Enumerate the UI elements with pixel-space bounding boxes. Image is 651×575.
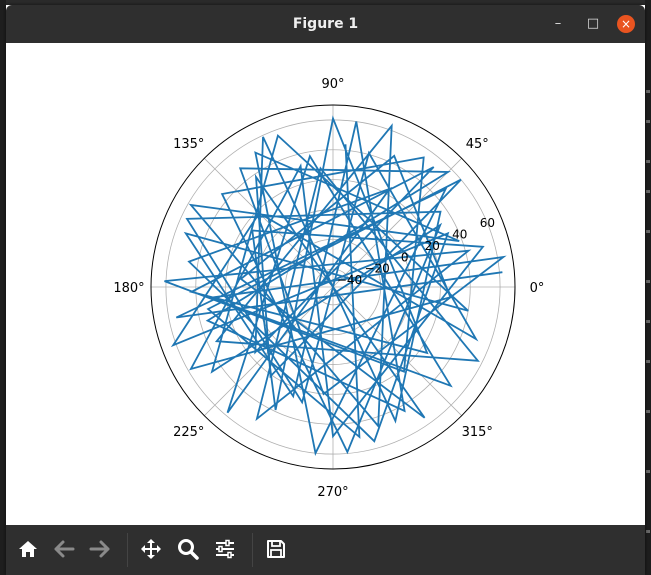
angular-gridline xyxy=(332,158,462,288)
radial-tick-label: 20 xyxy=(425,239,440,253)
background-text-fragment xyxy=(646,280,650,283)
toolbar-separator xyxy=(127,533,128,567)
angle-tick-label: 315° xyxy=(462,425,493,440)
arrow-left-icon xyxy=(54,540,75,558)
move-icon xyxy=(141,539,161,559)
polar-axis-outline xyxy=(150,104,516,470)
background-text-fragment xyxy=(646,320,650,323)
title-bar[interactable]: Figure 1 – □ × xyxy=(6,5,645,43)
background-text-fragment xyxy=(646,530,650,533)
series-line xyxy=(164,115,507,456)
background-window-strip-right xyxy=(645,0,651,575)
sliders-icon xyxy=(216,539,234,559)
save-button[interactable] xyxy=(262,535,290,563)
home-button[interactable] xyxy=(14,535,42,563)
maximize-button[interactable]: □ xyxy=(586,16,600,31)
background-text-fragment xyxy=(646,410,650,413)
angle-tick-label: 180° xyxy=(113,281,144,296)
close-button[interactable]: × xyxy=(617,15,635,33)
angle-tick-label: 135° xyxy=(173,137,204,152)
angular-gridline xyxy=(332,286,462,416)
forward-button[interactable] xyxy=(86,535,114,563)
angle-tick-label: 0° xyxy=(530,281,545,296)
angle-tick-label: 45° xyxy=(466,137,489,152)
background-text-fragment xyxy=(646,90,650,93)
background-text-fragment xyxy=(646,120,650,123)
home-icon xyxy=(19,541,37,557)
background-text-fragment xyxy=(646,360,650,363)
angle-tick-label: 225° xyxy=(173,425,204,440)
background-window-strip-left xyxy=(0,0,6,575)
background-text-fragment xyxy=(646,160,650,163)
back-button[interactable] xyxy=(50,535,78,563)
toolbar-separator xyxy=(252,533,253,567)
radial-tick-label: −40 xyxy=(337,273,362,287)
angle-tick-label: 90° xyxy=(321,77,344,92)
navigation-toolbar xyxy=(6,525,645,575)
radial-tick-label: 0 xyxy=(401,250,409,264)
radial-tick-label: −20 xyxy=(364,262,389,276)
data-series xyxy=(164,115,507,456)
minimize-button[interactable]: – xyxy=(554,16,562,31)
radial-tick-label: 60 xyxy=(480,216,495,230)
tick-labels: 0° 45° 90° 135° 180° 225° 270° 315° −40−20 0 20 40 6… xyxy=(113,77,544,500)
angle-tick-label: 270° xyxy=(317,485,348,500)
figure-window: Figure 1 – □ × 0° 45° 90° 135° 180° 225° 270° 3… xyxy=(6,5,645,575)
background-text-fragment xyxy=(646,470,650,473)
arrow-right-icon xyxy=(89,540,110,558)
magnifier-icon xyxy=(178,539,199,560)
radial-tick-label: 40 xyxy=(452,227,467,241)
zoom-button[interactable] xyxy=(174,535,202,563)
floppy-disk-icon xyxy=(267,540,285,558)
polar-plot: 0° 45° 90° 135° 180° 225° 270° 315° −40−20 0 20 40 6… xyxy=(113,77,544,500)
window-title: Figure 1 xyxy=(292,16,359,32)
figure-canvas[interactable]: 0° 45° 90° 135° 180° 225° 270° 315° −40 −20 0 20 40 6… xyxy=(6,43,645,525)
configure-subplots-button[interactable] xyxy=(211,535,239,563)
pan-button[interactable] xyxy=(137,535,165,563)
background-text-fragment xyxy=(646,190,650,193)
background-text-fragment xyxy=(646,230,650,233)
